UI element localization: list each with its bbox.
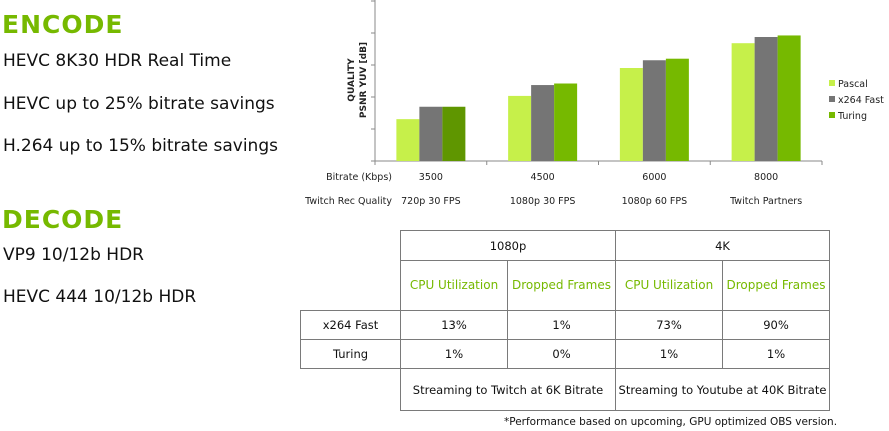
bar [419,106,443,161]
y-axis-label-line2: PSNR YUV [dB] [359,42,369,118]
table-cell: 1% [722,339,830,369]
legend-swatch [829,96,835,102]
group-header-4k: 4K [615,230,830,261]
encode-feature: HEVC 8K30 HDR Real Time [3,51,232,71]
x-tick-label: 6000 [642,172,666,183]
streaming-note-twitch: Streaming to Twitch at 6K Bitrate [400,368,616,411]
table-cell: 13% [400,310,508,340]
bar [665,58,689,162]
row-label-bitrate: Bitrate (Kbps) [326,172,392,183]
bar [396,119,420,161]
streaming-note-youtube: Streaming to Youtube at 40K Bitrate [615,368,830,411]
x-secondary-tick-label: Twitch Partners [729,196,802,207]
quality-bar-chart: QUALITY PSNR YUV [dB] Bitrate (Kbps) Twitc… [304,0,884,207]
table-row: Turing 1% 0% 1% 1% [300,339,830,369]
encode-heading: ENCODE [2,10,124,39]
x-tick-labels: Bitrate (Kbps) Twitch Rec Quality 3500 720p… [304,172,802,207]
row-label: Turing [300,339,401,369]
decode-feature: HEVC 444 10/12b HDR [3,287,197,307]
table-cell: 1% [400,339,508,369]
table-cell: 0% [507,339,616,369]
table-cell: 90% [722,310,830,340]
group-header-1080p: 1080p [400,230,616,261]
x-secondary-tick-label: 720p 30 FPS [401,196,461,207]
bar [508,95,532,161]
bar [642,60,666,161]
legend-label: Turing [837,111,867,122]
bar [554,83,578,161]
table-corner-blank [301,369,401,411]
table-cell: 73% [615,310,723,340]
y-axis-label: QUALITY PSNR YUV [dB] [347,42,369,118]
performance-table: 1080p 4K CPU Utilization Dropped Frames … [300,230,830,411]
subheader-dropped-frames: Dropped Frames [507,260,616,311]
legend-swatch [829,112,835,118]
subheader-cpu-utilization: CPU Utilization [615,260,723,311]
legend-swatch [829,80,835,86]
x-secondary-tick-label: 1080p 30 FPS [510,196,576,207]
bar [731,43,755,162]
y-axis-label-line1: QUALITY [347,58,357,102]
legend-label: x264 Fast [838,95,884,106]
table-corner-blank [301,261,401,311]
subheader-dropped-frames: Dropped Frames [722,260,830,311]
bar [442,106,466,161]
x-tick-label: 4500 [531,172,555,183]
bar [619,68,643,161]
x-tick-label: 8000 [754,172,778,183]
chart-legend: Pascal x264 Fast Turing [829,79,884,122]
bar [777,35,801,162]
table-cell: 1% [507,310,616,340]
bar [531,85,555,161]
table-corner-blank [301,231,401,261]
x-tick-label: 3500 [419,172,443,183]
chart-bars [396,35,801,162]
table-row: x264 Fast 13% 1% 73% 90% [300,310,830,340]
encode-feature: H.264 up to 15% bitrate savings [3,136,278,156]
row-label: x264 Fast [300,310,401,340]
row-label-twitch-quality: Twitch Rec Quality [304,196,392,207]
x-secondary-tick-label: 1080p 60 FPS [622,196,688,207]
decode-heading: DECODE [2,205,124,234]
legend-label: Pascal [838,79,868,90]
table-cell: 1% [615,339,723,369]
encode-feature: HEVC up to 25% bitrate savings [3,94,275,114]
bar [754,37,778,161]
performance-footnote: *Performance based on upcoming, GPU opti… [504,416,838,428]
decode-feature: VP9 10/12b HDR [3,245,144,265]
subheader-cpu-utilization: CPU Utilization [400,260,508,311]
